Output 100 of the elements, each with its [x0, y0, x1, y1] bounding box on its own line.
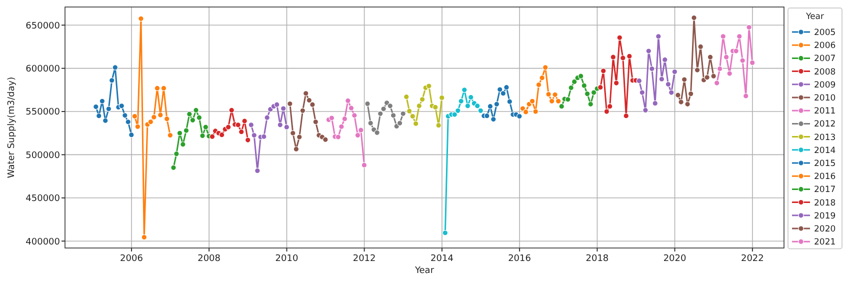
point [438, 94, 445, 101]
point [496, 86, 503, 92]
point [410, 113, 416, 120]
legend-title: Year [805, 12, 824, 22]
point [606, 103, 613, 110]
point [164, 116, 170, 122]
point [368, 120, 374, 126]
point [539, 74, 545, 81]
point [125, 118, 132, 125]
point [138, 16, 144, 22]
point [468, 94, 474, 100]
point [656, 33, 662, 40]
point [132, 113, 138, 120]
point [296, 134, 302, 140]
point [148, 118, 154, 125]
point [536, 82, 542, 88]
point [558, 103, 565, 110]
point [400, 110, 406, 117]
point [141, 234, 148, 240]
point [432, 104, 438, 110]
point [516, 113, 522, 120]
point [238, 128, 244, 135]
point [209, 134, 216, 140]
point [412, 120, 419, 127]
point [176, 130, 183, 136]
legend-label: 2015 [814, 159, 836, 169]
point [436, 122, 442, 128]
point [726, 70, 732, 76]
point [284, 124, 290, 130]
point [416, 103, 422, 109]
point [322, 136, 328, 142]
point [352, 112, 358, 118]
point [218, 132, 225, 138]
point [484, 112, 490, 119]
legend-label: 2012 [814, 120, 836, 130]
point [261, 134, 267, 140]
point [96, 112, 102, 119]
y-tick-label: 600000 [26, 64, 60, 75]
point [190, 117, 196, 124]
point [452, 112, 458, 118]
point [694, 67, 700, 73]
point [248, 122, 254, 128]
x-tick-label: 2016 [508, 254, 532, 264]
point [733, 48, 739, 54]
point [280, 106, 286, 112]
x-axis-title: Year [414, 266, 434, 276]
point [287, 100, 293, 107]
point [354, 132, 361, 138]
point [202, 124, 209, 130]
legend-label: 2021 [814, 238, 836, 248]
y-tick-label: 400000 [26, 237, 60, 248]
point [461, 87, 468, 93]
point [714, 80, 720, 86]
point [264, 114, 270, 120]
x-tick-label: 2018 [586, 254, 609, 264]
x-tick-label: 2006 [120, 254, 144, 264]
point [464, 103, 471, 109]
point [652, 100, 658, 106]
point [698, 44, 704, 50]
point [128, 132, 134, 138]
point [293, 146, 300, 152]
legend-label: 2011 [814, 106, 836, 117]
point [668, 90, 674, 96]
point [442, 230, 448, 236]
y-tick-label: 550000 [26, 108, 60, 118]
point [99, 98, 106, 104]
point [742, 93, 749, 99]
point [571, 78, 578, 85]
legend-label: 2006 [814, 41, 836, 52]
legend-label: 2017 [814, 185, 836, 196]
point [406, 108, 412, 114]
point [616, 34, 623, 41]
point [193, 107, 199, 114]
point [710, 73, 716, 80]
point [707, 54, 714, 60]
point [704, 74, 710, 80]
point [235, 122, 241, 128]
x-tick-label: 2010 [275, 254, 298, 264]
point [675, 92, 681, 98]
point [455, 108, 461, 114]
point [740, 58, 746, 64]
point [626, 53, 632, 60]
point [180, 141, 186, 148]
point [658, 76, 665, 82]
point [529, 98, 536, 104]
point [93, 104, 99, 110]
point [302, 90, 309, 96]
point [106, 106, 112, 112]
point [681, 76, 688, 82]
x-tick-label: 2020 [663, 254, 686, 264]
point [358, 127, 364, 133]
point [290, 130, 296, 136]
point [649, 66, 655, 72]
point [598, 84, 604, 90]
point [581, 82, 588, 89]
point [584, 90, 590, 97]
point [419, 96, 426, 102]
x-tick-label: 2012 [352, 254, 376, 264]
point [746, 24, 752, 30]
legend-label: 2010 [814, 94, 836, 104]
